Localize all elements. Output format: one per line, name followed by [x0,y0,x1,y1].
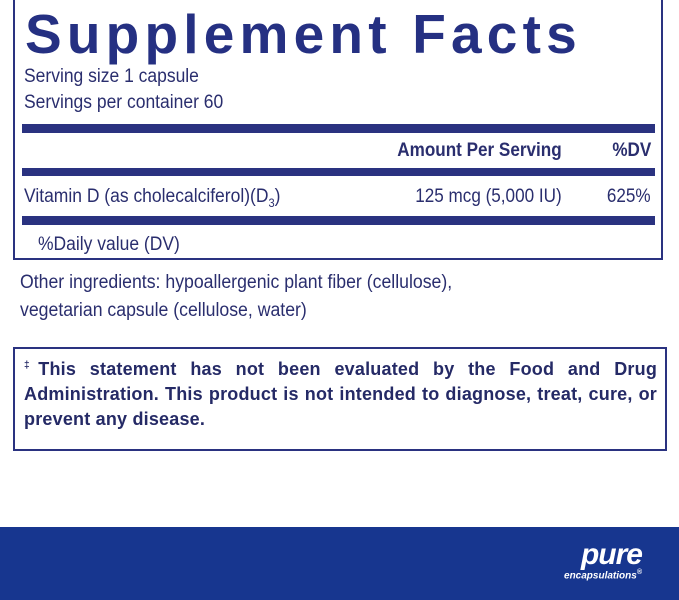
nutrient-dv: 625% [607,186,651,207]
nutrient-amount: 125 mcg (5,000 IU) [415,186,562,207]
nutrient-name-end: ) [274,186,281,207]
other-ingredients-line2: vegetarian capsule (cellulose, water) [20,300,307,321]
other-ingredients-line1: Other ingredients: hypoallergenic plant … [20,272,453,293]
divider [22,168,655,176]
disclaimer-text: This statement has not been evaluated by… [24,359,658,429]
fda-disclaimer: ‡This statement has not been evaluated b… [13,347,667,451]
servings-per-container: Servings per container 60 [24,92,224,113]
nutrient-name: Vitamin D (as cholecalciferol)(D3) [24,186,280,210]
disclaimer-mark: ‡ [24,360,39,371]
brand-footer: pure encapsulations® [0,527,679,600]
brand-logo: pure encapsulations® [564,538,643,582]
logo-subtext: encapsulations [564,570,637,582]
header-dv: %DV [612,140,651,161]
serving-size: Serving size 1 capsule [24,66,199,87]
header-amount: Amount Per Serving [397,140,562,161]
logo-word: pure [580,538,643,571]
nutrient-subscript: 3 [268,195,275,210]
registered-mark: ® [636,569,642,576]
dv-footnote: %Daily value (DV) [38,234,180,255]
divider-thick [22,216,655,225]
divider-thick [22,124,655,133]
panel-title: Supplement Facts [25,3,582,65]
nutrient-name-text: Vitamin D (as cholecalciferol)(D [24,186,269,207]
supplement-facts-panel: Supplement Facts Serving size 1 capsule … [13,0,663,260]
